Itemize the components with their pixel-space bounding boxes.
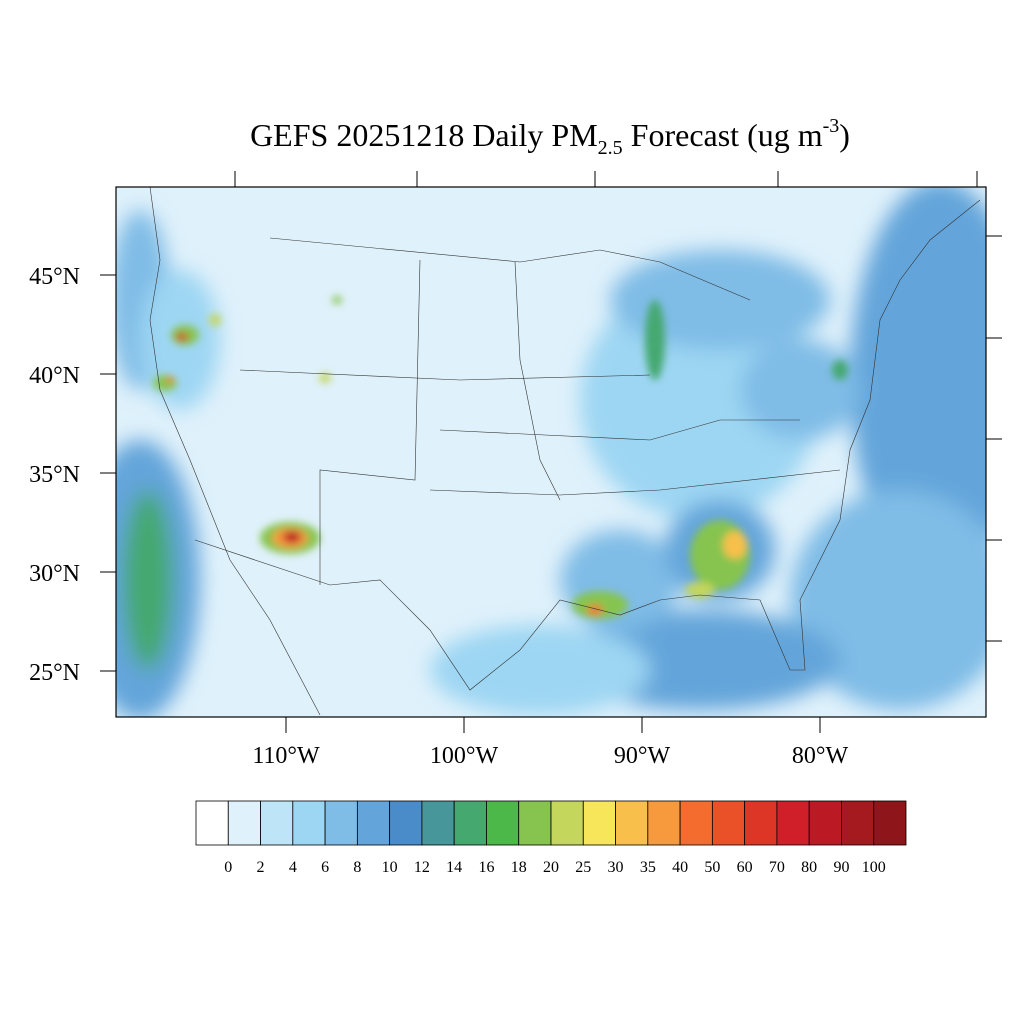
lon-label: 80°W: [792, 743, 849, 769]
colorbar-label: 80: [801, 859, 817, 876]
colorbar-box: [486, 800, 520, 846]
colorbar-box: [292, 800, 326, 846]
colorbar-label: 35: [640, 859, 656, 876]
colorbar-label: 6: [321, 859, 329, 876]
colorbar-label: 90: [833, 859, 849, 876]
colorbar-label: 10: [382, 859, 398, 876]
colorbar-box: [582, 800, 616, 846]
colorbar-box: [195, 800, 229, 846]
colorbar-box: [711, 800, 746, 846]
colorbar-box: [873, 800, 907, 846]
colorbar-label: 40: [672, 859, 688, 876]
axis-labels: 45°N 40°N 35°N 30°N 25°N 110°W 100°W 90°W 80°W: [29, 264, 848, 769]
colorbar-box: [260, 800, 294, 846]
colorbar-label: 25: [575, 859, 591, 876]
map-title: GEFS 20251218 Daily PM2.5 Forecast (ug m…: [250, 115, 850, 159]
colorbar-box: [647, 800, 681, 846]
lon-label: 110°W: [252, 743, 320, 769]
colorbar-label: 100: [862, 859, 886, 876]
colorbar-label: 70: [769, 859, 785, 876]
colorbar-label: 30: [608, 859, 624, 876]
colorbar-box: [615, 800, 649, 846]
lon-label: 90°W: [614, 743, 671, 769]
colorbar-label: 12: [414, 859, 430, 876]
colorbar-box: [808, 800, 842, 846]
colorbar-label: 20: [543, 859, 559, 876]
colorbar: 0 2 4 6 8 10 12 14 16 18 20 25 30 35 40 50 60 70 80 90 100: [195, 800, 907, 876]
colorbar-label: 0: [224, 859, 232, 876]
colorbar-box: [453, 800, 487, 846]
colorbar-box: [518, 800, 552, 846]
colorbar-label: 18: [511, 859, 527, 876]
colorbar-label: 16: [478, 859, 494, 876]
colorbar-box: [421, 800, 455, 846]
colorbar-label: 4: [289, 859, 297, 876]
lat-label: 40°N: [29, 363, 80, 389]
lat-label: 30°N: [29, 561, 80, 587]
lat-label: 45°N: [29, 264, 80, 290]
colorbar-box: [841, 800, 875, 846]
frame-ticks: [234, 171, 1002, 642]
lon-label: 100°W: [430, 743, 499, 769]
colorbar-box: [776, 800, 810, 846]
colorbar-box: [550, 800, 584, 846]
map-field: [116, 187, 986, 717]
colorbar-box: [356, 800, 391, 846]
colorbar-label: 50: [704, 859, 720, 876]
map-frame: [115, 186, 987, 718]
lat-label: 25°N: [29, 660, 80, 686]
colorbar-box: [324, 800, 358, 846]
colorbar-label: 2: [257, 859, 265, 876]
colorbar-box: [227, 800, 261, 846]
title-subscript: 2.5: [598, 137, 623, 159]
lat-label: 35°N: [29, 462, 80, 488]
colorbar-box: [389, 800, 423, 846]
colorbar-label: 60: [737, 859, 753, 876]
title-superscript: -3: [823, 115, 840, 137]
colorbar-box: [679, 800, 713, 846]
colorbar-box: [744, 800, 778, 846]
title-main: GEFS 20251218 Daily PM: [250, 117, 598, 153]
colorbar-label: 8: [353, 859, 361, 876]
title-end: ): [839, 117, 850, 153]
colorbar-label: 14: [446, 859, 462, 876]
title-middle: Forecast (ug m: [623, 117, 823, 153]
